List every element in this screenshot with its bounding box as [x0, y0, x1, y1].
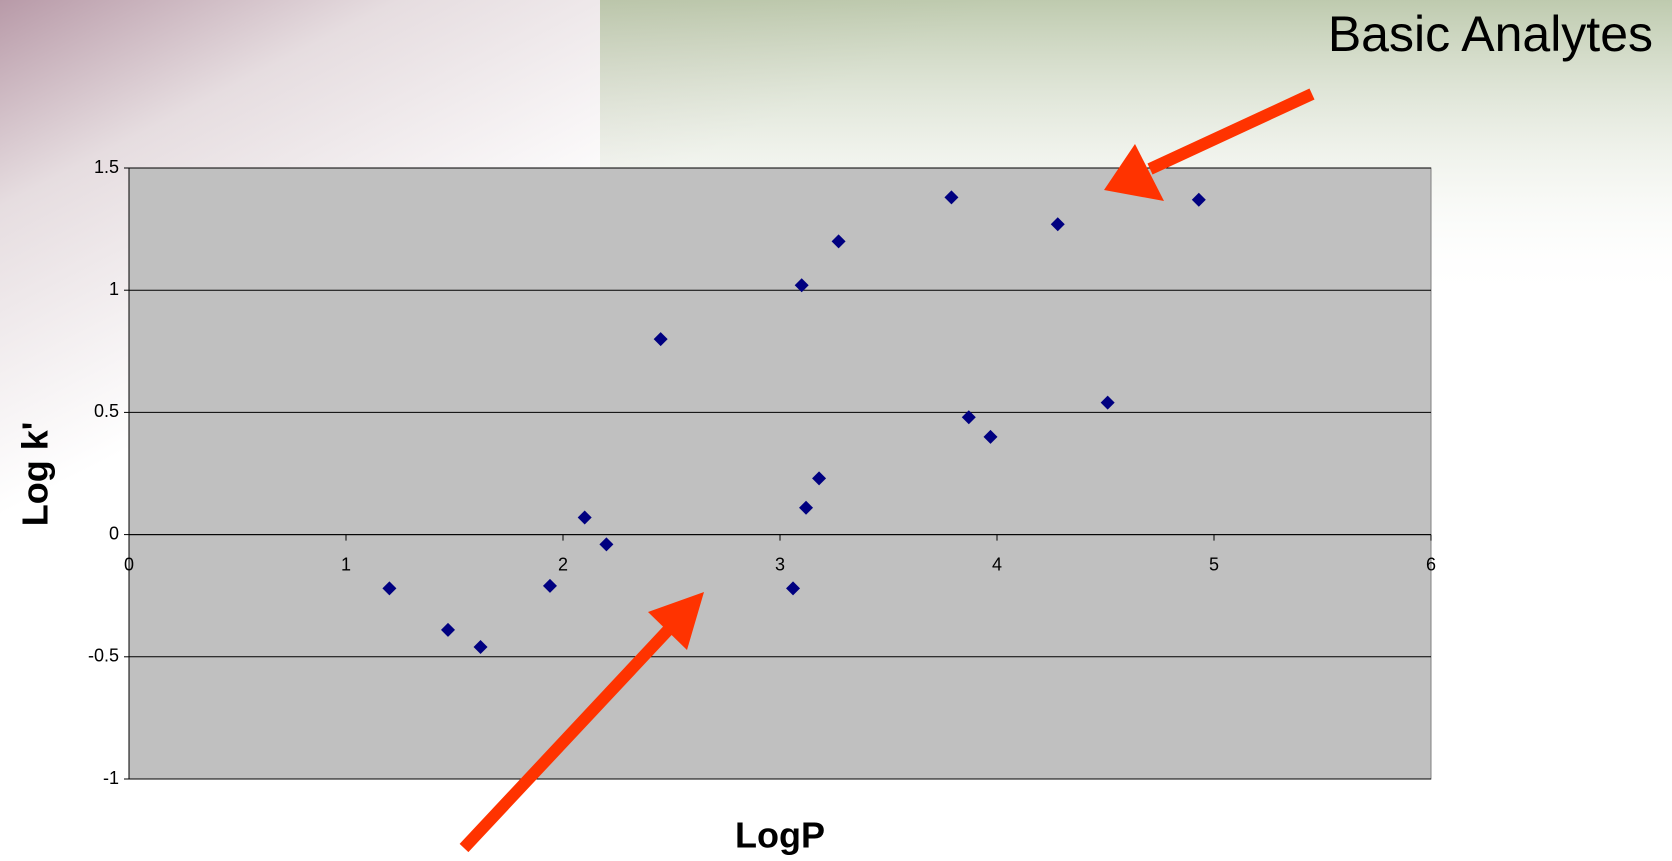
y-tick-label: -0.5 — [88, 646, 119, 666]
y-tick-label: 1.5 — [94, 157, 119, 177]
x-axis-label: LogP — [735, 815, 825, 856]
point — [983, 429, 998, 444]
point — [1050, 217, 1065, 232]
arrow-shaft — [1147, 88, 1315, 175]
point — [812, 471, 827, 486]
point — [1191, 192, 1206, 207]
plot: -1 -0.5 0 0.5 1 1.5 0 1 2 3 4 5 6 — [88, 157, 1436, 788]
x-tick-label: 0 — [124, 554, 134, 574]
point — [577, 510, 592, 525]
x-tick-label: 1 — [341, 554, 351, 574]
point — [794, 278, 809, 293]
x-tick-label: 3 — [775, 554, 785, 574]
y-axis-label: Log k' — [15, 422, 56, 527]
point — [382, 581, 397, 596]
annotation: Basic Analytes — [1328, 6, 1653, 62]
x-tick-label: 5 — [1209, 554, 1219, 574]
arrow — [459, 88, 1315, 853]
x-tick-label: 2 — [558, 554, 568, 574]
arrow-head — [648, 592, 704, 650]
point — [831, 234, 846, 249]
point — [944, 190, 959, 205]
point — [599, 537, 614, 552]
y-tick-label: 0.5 — [94, 401, 119, 421]
y-tick-label: 1 — [109, 279, 119, 299]
point — [799, 500, 814, 515]
point — [473, 640, 488, 655]
y-tick-label: -1 — [103, 768, 119, 788]
point — [653, 332, 668, 347]
x-tick-label: 6 — [1426, 554, 1436, 574]
point — [440, 622, 455, 637]
arrow-shaft — [459, 623, 675, 853]
y-tick-label: 0 — [109, 523, 119, 543]
point — [1100, 395, 1115, 410]
point — [542, 578, 557, 593]
point — [961, 410, 976, 425]
x-tick-label: 4 — [992, 554, 1002, 574]
point — [786, 581, 801, 596]
arrow-head — [1104, 144, 1164, 201]
plot-area — [128, 167, 1432, 780]
